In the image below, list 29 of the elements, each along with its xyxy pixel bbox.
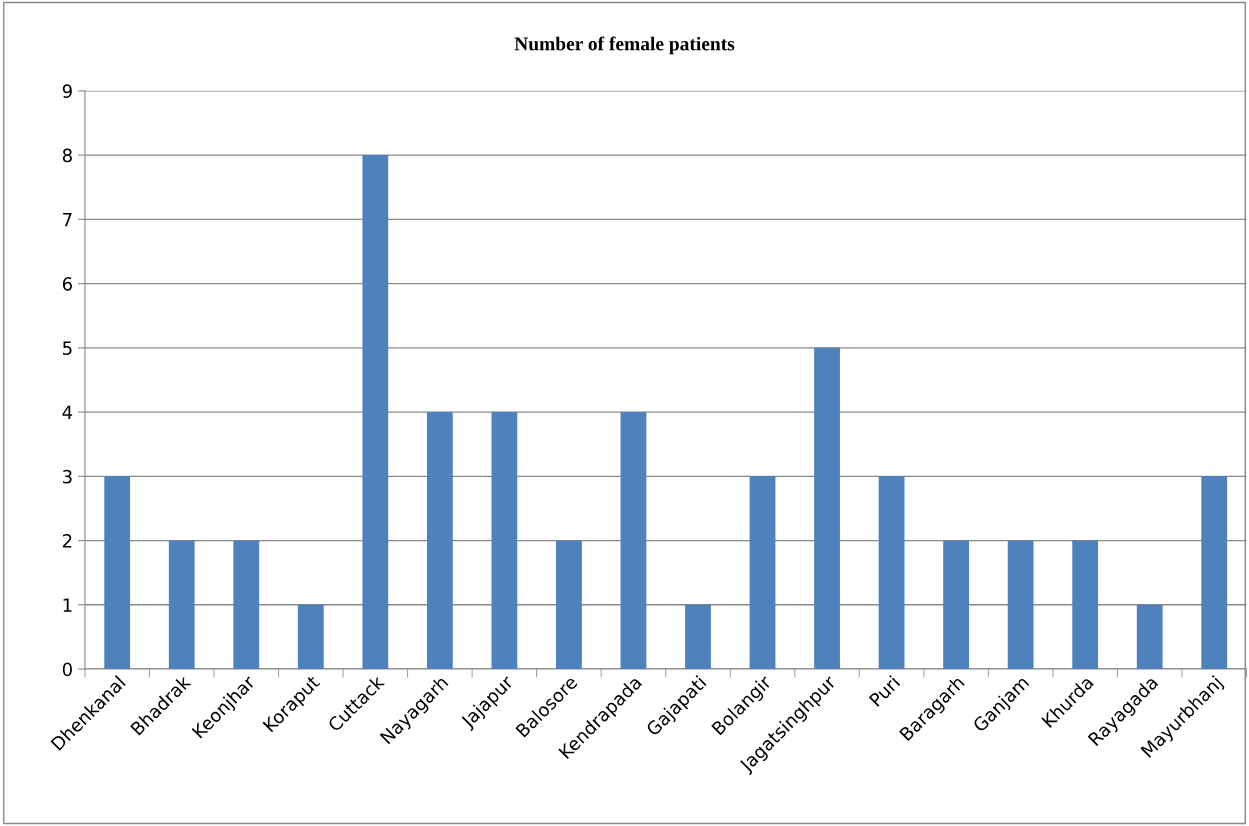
bar (104, 476, 131, 670)
bar (491, 412, 518, 670)
bar (1072, 540, 1099, 670)
bar (814, 347, 840, 670)
bar (620, 412, 647, 670)
y-tick-label: 3 (63, 469, 72, 484)
bar (1007, 540, 1034, 670)
bar (556, 540, 582, 670)
bar (362, 155, 389, 670)
bar (168, 540, 195, 670)
y-tick-label: 4 (62, 405, 73, 419)
bar (878, 476, 905, 670)
y-tick-label: 6 (62, 277, 72, 291)
bar (1136, 604, 1163, 670)
bar (297, 604, 324, 670)
chart-title: Number of female patients (514, 36, 735, 55)
y-tick-label: 1 (63, 598, 72, 612)
bar (426, 412, 453, 670)
bar (749, 476, 776, 670)
bar (233, 540, 260, 670)
y-tick-label: 0 (62, 662, 72, 677)
y-tick-label: 9 (62, 84, 72, 98)
y-tick-label: 7 (63, 213, 72, 227)
bar (943, 540, 970, 670)
bar (685, 604, 711, 670)
bar (1201, 476, 1228, 670)
y-tick-label: 5 (63, 341, 72, 355)
y-tick-label: 2 (62, 534, 72, 548)
y-tick-label: 8 (62, 148, 72, 163)
